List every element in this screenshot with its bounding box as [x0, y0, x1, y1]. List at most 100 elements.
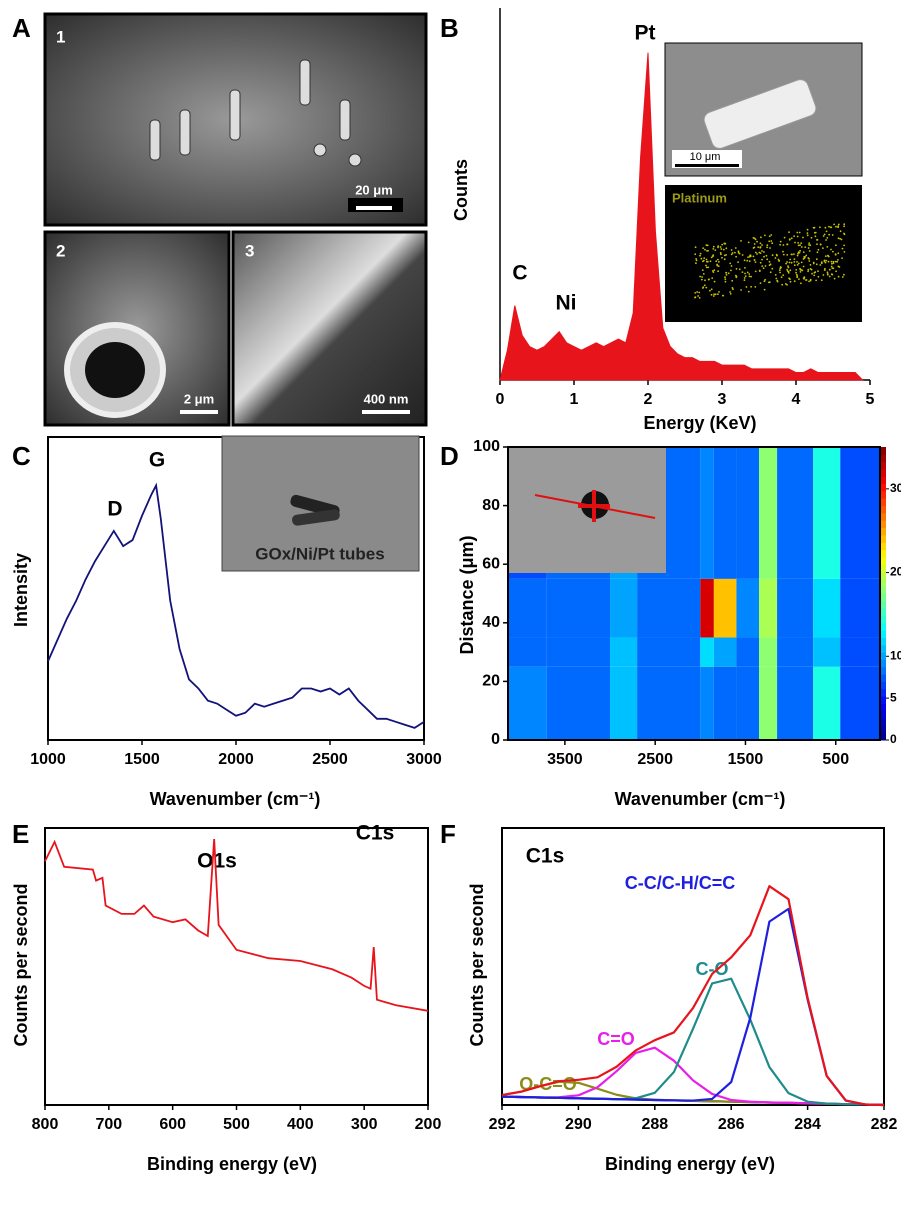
map-dot	[843, 232, 845, 235]
map-dot	[828, 225, 830, 228]
colorbar-step	[881, 637, 886, 646]
map-dot	[823, 233, 826, 236]
colorbar-step	[881, 652, 886, 660]
inset-label: Platinum	[672, 190, 727, 205]
colorbar-step	[881, 556, 886, 565]
map-dot	[722, 248, 725, 251]
sem-label: 1	[56, 27, 65, 46]
map-dot	[796, 235, 799, 238]
map-dot	[803, 276, 806, 279]
map-dot	[797, 244, 800, 247]
x-tick-label: 292	[489, 1116, 516, 1133]
heatmap-cell	[637, 666, 701, 740]
heatmap-cell	[813, 447, 841, 579]
map-dot	[834, 253, 837, 256]
heatmap-cell	[840, 666, 880, 740]
series-label: C=O	[597, 1029, 635, 1049]
map-dot	[841, 276, 844, 278]
annotation: O1s	[197, 850, 237, 873]
map-dot	[752, 255, 755, 258]
map-dot	[793, 261, 796, 263]
map-dot	[816, 251, 819, 254]
y-axis-label: Distance (μm)	[457, 535, 477, 654]
map-dot	[700, 257, 703, 260]
map-dot	[768, 235, 771, 238]
map-dot	[837, 259, 839, 261]
map-dot	[819, 264, 822, 266]
map-dot	[713, 293, 715, 296]
sem-label: 3	[245, 241, 254, 260]
tube-image	[292, 509, 340, 526]
annotation: Ni	[556, 292, 577, 315]
map-dot	[769, 263, 772, 266]
map-dot	[781, 283, 784, 286]
map-dot	[698, 291, 701, 294]
colorbar-step	[881, 615, 886, 624]
colorbar-step	[881, 600, 886, 609]
heatmap-cell	[610, 637, 638, 667]
colorbar-tick-label: 0	[890, 732, 897, 746]
map-dot	[704, 279, 706, 282]
colorbar-step	[881, 571, 886, 580]
map-dot	[756, 240, 758, 243]
map-dot	[836, 260, 838, 263]
x-tick-label: 1500	[124, 751, 160, 768]
map-dot	[835, 270, 837, 273]
map-dot	[722, 294, 724, 297]
colorbar-tick-label: 30	[890, 481, 901, 495]
map-dot	[765, 254, 768, 257]
scale-label: 2 μm	[184, 391, 214, 406]
map-dot	[709, 260, 712, 263]
y-tick-label: 100	[473, 438, 500, 455]
heatmap-cell	[813, 578, 841, 638]
map-dot	[754, 238, 757, 241]
map-dot	[771, 254, 774, 257]
map-dot	[766, 244, 769, 247]
map-dot	[699, 254, 701, 257]
map-dot	[787, 266, 790, 269]
map-dot	[823, 260, 826, 263]
x-tick-label: 5	[866, 391, 875, 408]
map-dot	[754, 270, 757, 273]
map-dot	[839, 237, 841, 240]
colorbar-step	[881, 542, 886, 551]
colorbar-step	[881, 461, 886, 470]
map-dot	[764, 265, 767, 267]
heatmap-layer	[508, 447, 880, 740]
y-axis-label: Counts per second	[11, 883, 31, 1046]
map-dot	[759, 261, 762, 264]
map-dot	[804, 246, 807, 249]
map-dot	[757, 246, 760, 249]
scale-bar	[180, 410, 218, 414]
map-dot	[841, 257, 843, 259]
map-dot	[826, 273, 829, 276]
colorbar-step	[881, 710, 886, 719]
map-dot	[785, 262, 787, 265]
tube-end	[313, 143, 327, 157]
colorbar-step	[881, 498, 886, 507]
map-dot	[718, 261, 720, 263]
map-dot	[777, 258, 780, 261]
map-dot	[759, 246, 762, 249]
map-dot	[768, 240, 771, 243]
map-dot	[709, 289, 711, 292]
map-dot	[823, 269, 826, 271]
y-axis-label: Intensity	[11, 553, 31, 627]
x-tick-label: 290	[565, 1116, 592, 1133]
heatmap-cell	[700, 666, 714, 740]
map-dot	[824, 267, 826, 270]
map-dot	[843, 223, 846, 226]
map-dot	[817, 270, 819, 273]
colorbar-step	[881, 681, 886, 690]
map-dot	[710, 256, 713, 259]
map-dot	[806, 232, 809, 235]
map-dot	[815, 258, 818, 261]
map-dot	[731, 279, 734, 282]
sem-image	[231, 230, 428, 427]
map-dot	[801, 269, 804, 272]
map-dot	[735, 268, 738, 270]
colorbar-step	[881, 505, 886, 514]
map-dot	[793, 264, 796, 267]
map-dot	[771, 242, 774, 245]
